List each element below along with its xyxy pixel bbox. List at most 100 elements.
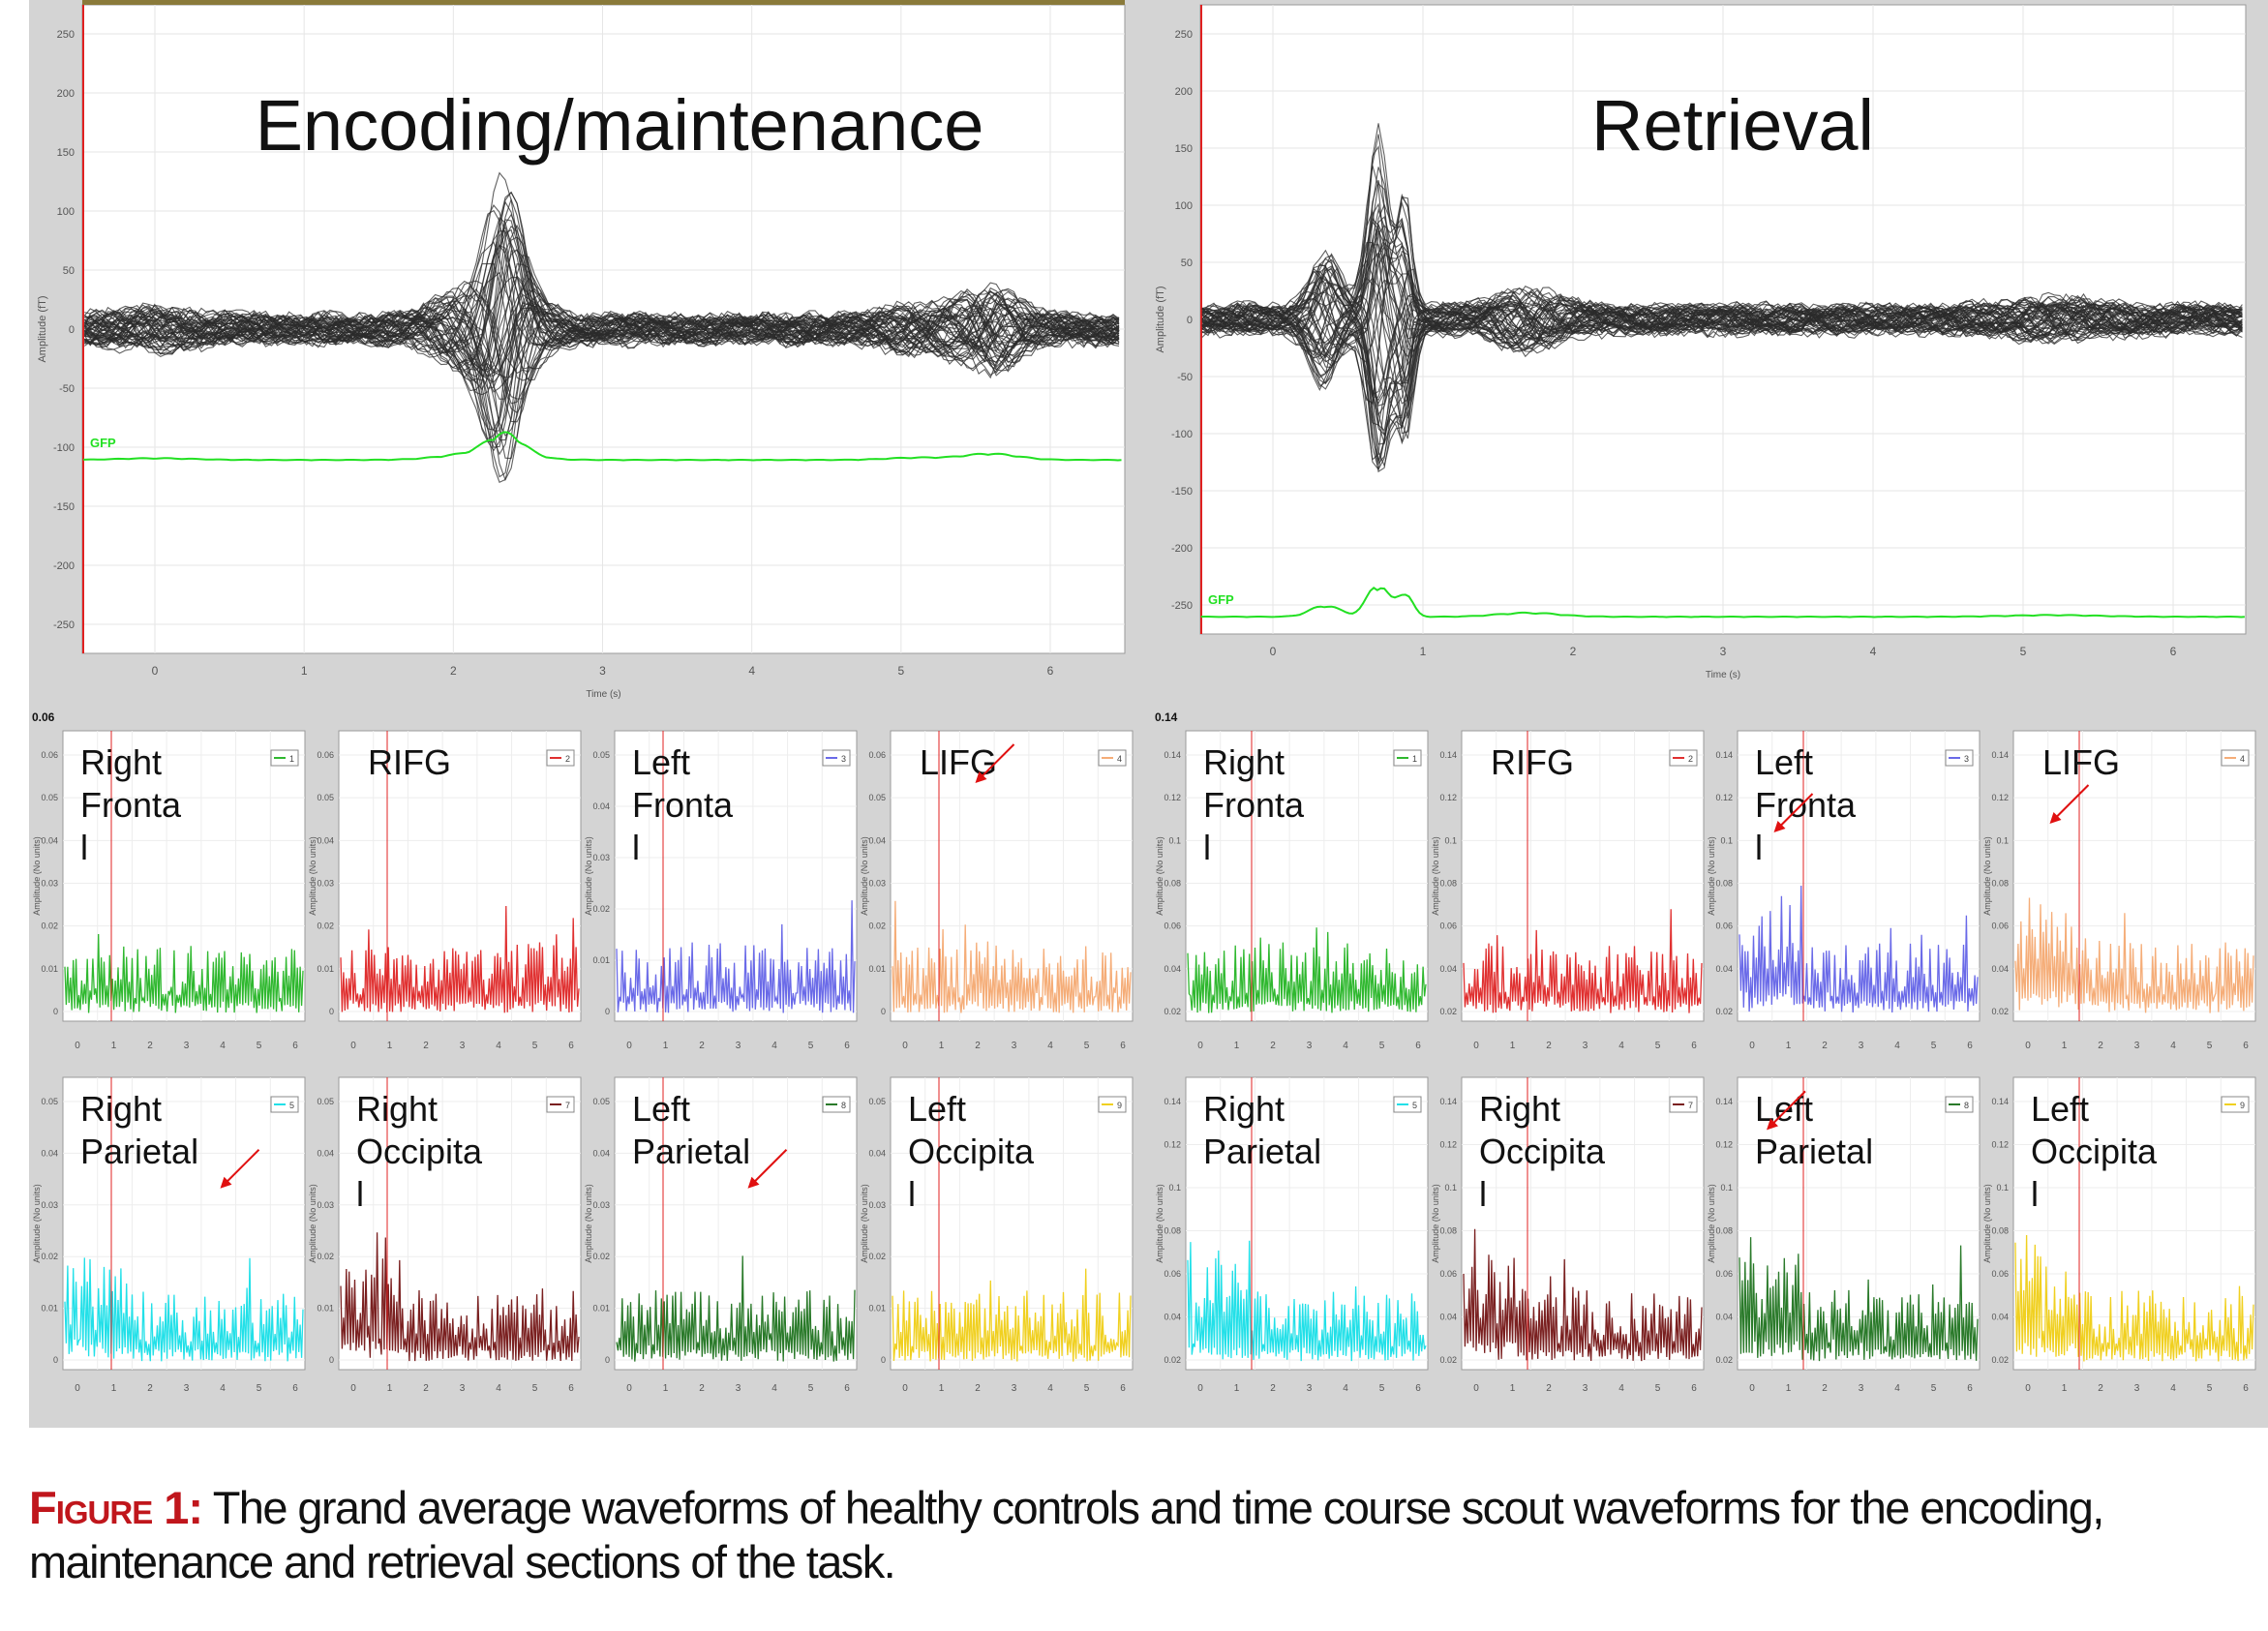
y-tick-label: 0.05 [317, 793, 334, 802]
y-tick-label: -250 [53, 619, 75, 631]
scout-trace [64, 1257, 304, 1362]
legend-entry: 3 [841, 754, 846, 764]
x-tick-label: 6 [2170, 645, 2177, 658]
legend-entry: 4 [2240, 754, 2245, 764]
x-tick-label: 3 [1307, 1041, 1313, 1051]
x-tick-label: 3 [599, 664, 606, 678]
legend-entry: 3 [1964, 754, 1969, 764]
x-tick-label: 0 [626, 1383, 632, 1394]
x-tick-label: 4 [771, 1041, 777, 1051]
legend-entry: 5 [289, 1101, 294, 1110]
color-strip [82, 0, 1125, 5]
scout-region-label: Left Parietal [632, 1089, 750, 1171]
x-tick-label: 4 [1894, 1041, 1900, 1051]
gfp-trace [1200, 587, 2245, 619]
waveform-trace [1201, 196, 2243, 404]
x-tick-label: 6 [1967, 1041, 1973, 1051]
x-tick-label: 6 [568, 1383, 574, 1394]
scout-panel-retrieval-7: 0.14 0.12 0.1 0.08 0.06 0.04 0.02 Amplitude (No… [1707, 1076, 1981, 1394]
y-tick-label: 0.06 [1991, 921, 2009, 931]
scout-region-label: Right Fronta l [80, 742, 182, 867]
x-tick-label: 1 [301, 664, 308, 678]
x-tick-label: 4 [220, 1383, 226, 1394]
x-tick-label: 5 [897, 664, 904, 678]
x-tick-label: 0 [1473, 1041, 1479, 1051]
scout-region-label: RIFG [368, 742, 451, 782]
scout-trace [2014, 897, 2254, 1013]
x-tick-label: 1 [111, 1041, 117, 1051]
x-tick-label: 3 [460, 1383, 466, 1394]
y-tick-label: 0.05 [592, 1097, 610, 1106]
x-tick-label: 5 [2020, 645, 2027, 658]
y-tick-label: 0.1 [1720, 835, 1733, 845]
x-tick-label: 6 [292, 1383, 298, 1394]
x-tick-label: 0 [1749, 1383, 1755, 1394]
scout-region-label: Right Parietal [1203, 1089, 1321, 1171]
y-tick-label: 200 [1175, 86, 1193, 98]
arrow-indicator [977, 743, 1015, 781]
x-tick-label: 1 [2062, 1383, 2068, 1394]
plot-title: Encoding/maintenance [256, 85, 984, 166]
y-tick-label: 0.05 [592, 750, 610, 760]
x-tick-label: 6 [1047, 664, 1054, 678]
x-tick-label: 3 [184, 1041, 190, 1051]
scout-trace [2014, 1234, 2254, 1362]
arrow-head [747, 1176, 760, 1189]
legend-entry: 7 [565, 1101, 570, 1110]
y-tick-label: -200 [1171, 543, 1193, 555]
x-tick-label: 6 [1120, 1041, 1126, 1051]
scout-plots: 0.06 0.06 0.05 0.04 0.03 0.02 0.01 0 Amplitude (… [32, 710, 2256, 1394]
y-tick-label: -150 [53, 501, 75, 513]
y-tick-label: 0.08 [1715, 1226, 1733, 1236]
y-tick-label: 0.01 [317, 964, 334, 974]
y-axis-label: Amplitude (No units) [860, 1184, 869, 1263]
x-tick-label: 6 [1415, 1383, 1421, 1394]
y-tick-label: 0.08 [1439, 879, 1457, 889]
y-tick-label: 0.06 [1164, 921, 1181, 931]
y-tick-label: 0.02 [1715, 1007, 1733, 1016]
y-tick-label: 0.1 [1444, 1183, 1457, 1193]
y-tick-label: 0.04 [868, 835, 886, 845]
y-tick-label: 0.04 [592, 801, 610, 811]
y-tick-label: 0.02 [1991, 1355, 2009, 1365]
x-axis-label: Time (s) [586, 689, 620, 700]
x-tick-label: 6 [1691, 1383, 1697, 1394]
plot-title: Retrieval [1591, 85, 1874, 166]
y-tick-label: 200 [57, 88, 75, 100]
y-tick-label: 0.03 [41, 879, 58, 889]
arrow-head [2049, 812, 2062, 824]
x-tick-label: 4 [1047, 1041, 1053, 1051]
scout-panel-retrieval-5: 0.14 0.12 0.1 0.08 0.06 0.04 0.02 Amplitude (No… [1155, 1076, 1429, 1394]
scout-trace [1739, 885, 1979, 1013]
y-tick-label: 0.02 [868, 921, 886, 931]
scout-region-label: Right Occipita l [1479, 1089, 1606, 1214]
scout-panel-encoding-7: 0.05 0.04 0.03 0.02 0.01 0 Amplitude (No units… [584, 1076, 858, 1394]
x-tick-label: 3 [184, 1383, 190, 1394]
scout-panel-encoding-3: 0.05 0.04 0.03 0.02 0.01 0 Amplitude (No units… [584, 730, 858, 1051]
y-tick-label: -150 [1171, 486, 1193, 498]
y-tick-label: 0.02 [1439, 1007, 1457, 1016]
x-tick-label: 4 [496, 1383, 501, 1394]
waveform-trace [83, 219, 1120, 371]
x-tick-label: 0 [626, 1041, 632, 1051]
y-tick-label: 0.02 [1991, 1007, 2009, 1016]
x-tick-label: 2 [147, 1383, 153, 1394]
main-plot-encoding: 250 200 150 100 50 0 -50 -100 -150 -200 -250 0 1 2 3 4 5… [37, 0, 1126, 700]
y-axis-label: Amplitude (No units) [308, 836, 318, 916]
scout-trace [1187, 927, 1427, 1013]
x-tick-label: 1 [2062, 1041, 2068, 1051]
y-tick-label: 0.06 [41, 750, 58, 760]
y-tick-label: -100 [53, 442, 75, 454]
y-tick-label: 0 [53, 1355, 58, 1365]
arrow-indicator [1769, 1090, 1806, 1129]
waveform-trace [1201, 180, 2243, 374]
y-tick-label: 0 [329, 1007, 334, 1016]
y-axis-label: Amplitude (No units) [860, 836, 869, 916]
y-tick-label: 0.02 [1439, 1355, 1457, 1365]
x-tick-label: 4 [771, 1383, 777, 1394]
y-axis-label: Amplitude (No units) [32, 836, 42, 916]
y-tick-label: 0.02 [317, 1252, 334, 1261]
x-tick-label: 2 [1270, 1383, 1276, 1394]
y-tick-label: 50 [1181, 257, 1193, 269]
y-tick-label: 0.05 [868, 1097, 886, 1106]
